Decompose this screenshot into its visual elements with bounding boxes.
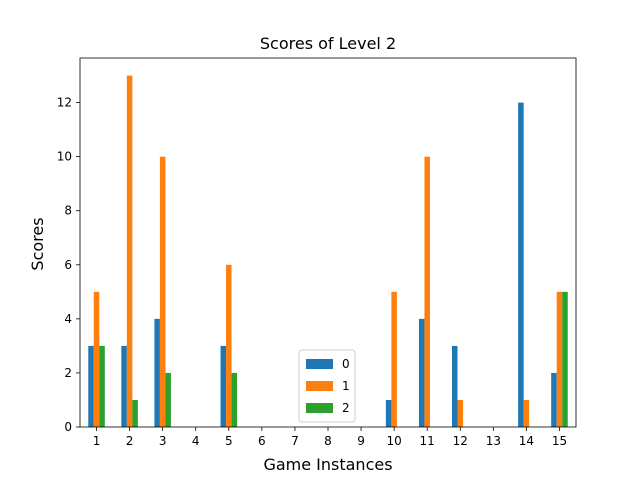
bar-series-0-instance-12 <box>452 345 458 427</box>
bar-series-0-instance-3 <box>154 318 160 427</box>
x-tick-label: 3 <box>159 434 167 448</box>
legend-label-1: 1 <box>342 379 350 393</box>
x-tick-label: 15 <box>552 434 567 448</box>
bar-series-0-instance-15 <box>551 372 557 427</box>
bar-series-1-instance-10 <box>391 291 397 427</box>
legend-swatch-0 <box>306 359 333 369</box>
x-tick-label: 11 <box>420 434 435 448</box>
legend-swatch-2 <box>306 403 333 413</box>
x-tick-label: 13 <box>486 434 501 448</box>
y-tick-label: 12 <box>57 96 72 110</box>
x-tick-label: 7 <box>291 434 299 448</box>
bar-series-2-instance-15 <box>562 291 568 427</box>
x-tick-label: 1 <box>93 434 101 448</box>
x-tick-label: 5 <box>225 434 233 448</box>
bar-series-1-instance-12 <box>457 399 464 427</box>
y-tick-label: 2 <box>64 366 72 380</box>
bar-series-1-instance-15 <box>556 291 563 427</box>
y-axis-title: Scores <box>28 217 47 270</box>
bar-series-1-instance-11 <box>424 156 430 427</box>
bar-series-1-instance-5 <box>226 264 232 427</box>
x-tick-label: 14 <box>519 434 534 448</box>
legend-swatch-1 <box>306 381 333 391</box>
x-tick-label: 8 <box>324 434 332 448</box>
bar-series-1-instance-3 <box>159 156 166 427</box>
bar-series-0-instance-2 <box>121 345 127 427</box>
bar-series-2-instance-2 <box>132 399 138 427</box>
x-tick-label: 10 <box>386 434 401 448</box>
x-tick-label: 6 <box>258 434 266 448</box>
x-tick-label: 4 <box>192 434 200 448</box>
y-tick-label: 4 <box>64 312 72 326</box>
x-tick-label: 2 <box>126 434 134 448</box>
chart-title: Scores of Level 2 <box>260 34 396 53</box>
bar-series-0-instance-11 <box>418 318 425 427</box>
y-tick-label: 8 <box>64 204 72 218</box>
legend-label-2: 2 <box>342 401 350 415</box>
x-tick-label: 12 <box>453 434 468 448</box>
bar-series-2-instance-3 <box>165 372 171 427</box>
bar-series-2-instance-1 <box>99 345 105 427</box>
y-tick-label: 6 <box>64 258 72 272</box>
legend-label-0: 0 <box>342 357 350 371</box>
bar-series-1-instance-1 <box>93 291 100 427</box>
bar-series-2-instance-5 <box>231 372 238 427</box>
bar-series-0-instance-10 <box>385 399 392 427</box>
legend: 0 1 2 <box>298 349 356 423</box>
x-tick-label: 9 <box>357 434 365 448</box>
bar-series-0-instance-1 <box>88 345 94 427</box>
bar-series-1-instance-2 <box>126 75 133 428</box>
bar-series-0-instance-5 <box>220 345 227 427</box>
x-axis-title: Game Instances <box>263 455 392 474</box>
y-tick-label: 10 <box>57 150 72 164</box>
bar-series-1-instance-14 <box>523 399 530 427</box>
bar-series-0-instance-14 <box>518 102 524 427</box>
y-tick-label: 0 <box>64 420 72 434</box>
